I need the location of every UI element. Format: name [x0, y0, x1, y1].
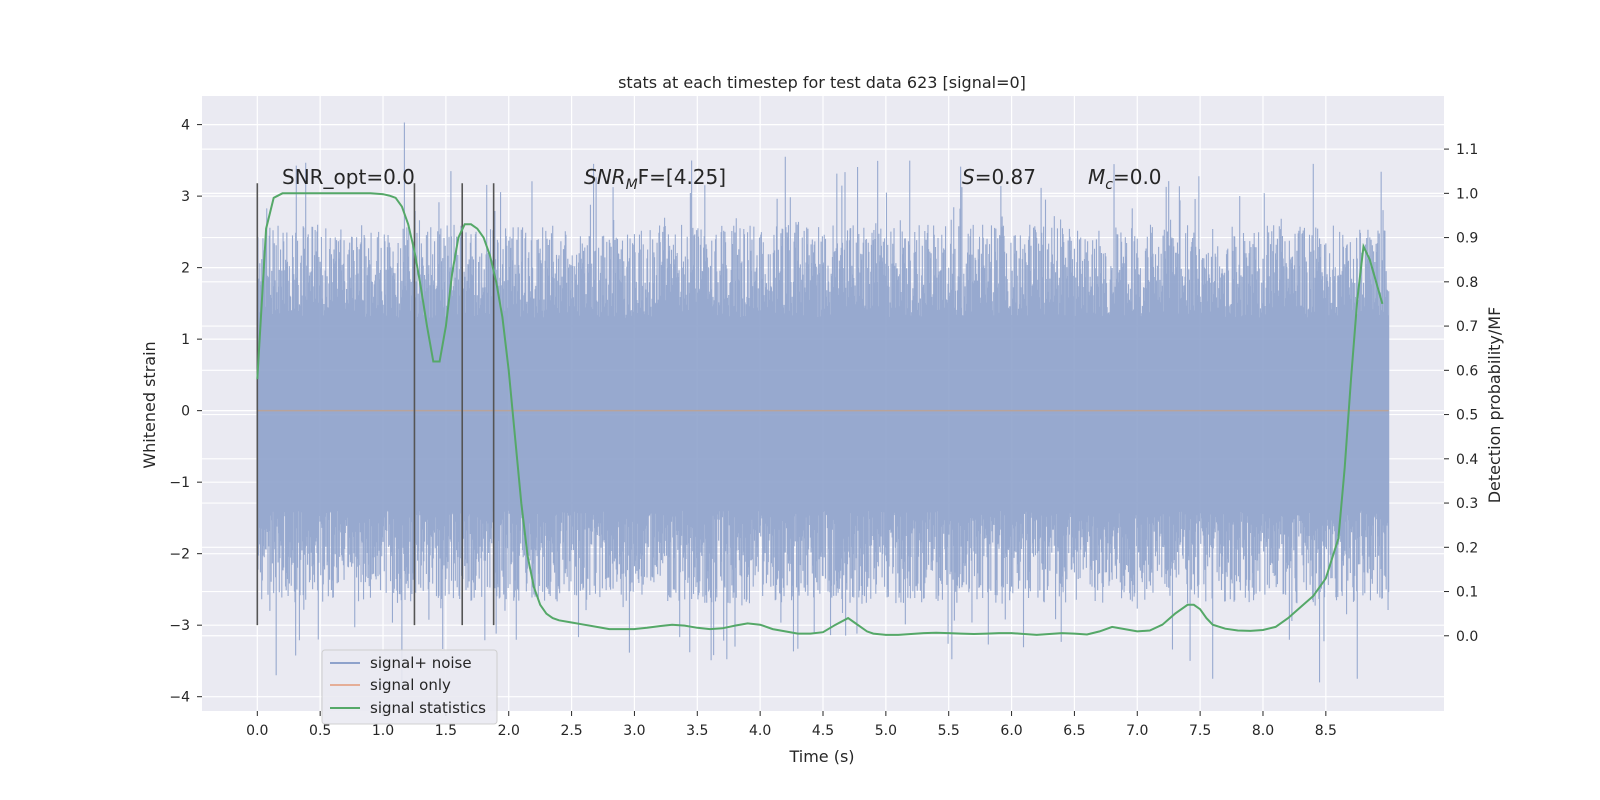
y-tick-label: 3: [181, 189, 190, 205]
legend-label-signal: signal only: [370, 676, 451, 694]
right-y-tick-label: 1.0: [1456, 186, 1478, 202]
x-tick-labels: 0.0 0.5 1.0 1.5 2.0 2.5 3.0 3.5 4.0 4.5 5.0 5.5 6.0 6…: [246, 711, 1337, 739]
snr-mf-rest: F=[4.25]: [638, 165, 726, 189]
annotation-snr-opt: SNR_opt=0.0: [282, 165, 415, 189]
s-value: =0.87: [975, 165, 1036, 189]
right-y-tick-label: 0.0: [1456, 629, 1478, 645]
right-y-tick-labels: 1.1 1.0 0.9 0.8 0.7 0.6 0.5 0.4 0.3 0.2 0.1 0.0: [1444, 142, 1478, 645]
mc-sub: c: [1105, 177, 1113, 193]
x-tick-label: 7.0: [1126, 723, 1148, 739]
s-name: S: [962, 165, 975, 189]
y-tick-label: −3: [169, 618, 190, 634]
right-y-tick-label: 0.1: [1456, 585, 1478, 601]
right-y-tick-label: 0.3: [1456, 496, 1478, 512]
x-tick-label: 7.5: [1189, 723, 1211, 739]
x-tick-label: 5.0: [875, 723, 897, 739]
y-tick-labels: 4 3 2 1 0 −1 −2 −3 −4: [169, 118, 202, 706]
x-tick-label: 0.5: [309, 723, 331, 739]
y-tick-label: 2: [181, 261, 190, 277]
right-y-tick-label: 0.6: [1456, 363, 1478, 379]
y-tick-label: −2: [169, 547, 190, 563]
x-tick-label: 4.0: [749, 723, 771, 739]
right-y-tick-label: 0.4: [1456, 452, 1478, 468]
x-tick-label: 1.5: [435, 723, 457, 739]
x-tick-label: 8.5: [1315, 723, 1337, 739]
x-tick-label: 3.0: [623, 723, 645, 739]
y-tick-label: 1: [181, 332, 190, 348]
x-tick-label: 5.5: [938, 723, 960, 739]
y-tick-label: −4: [169, 690, 190, 706]
annotation-s: S=0.87: [962, 165, 1036, 189]
x-tick-label: 0.0: [246, 723, 268, 739]
chart-title: stats at each timestep for test data 623…: [618, 73, 1026, 92]
x-axis-label: Time (s): [788, 747, 854, 766]
legend-label-noise: signal+ noise: [370, 654, 472, 672]
x-tick-label: 4.5: [812, 723, 834, 739]
y-tick-label: 4: [181, 118, 190, 134]
y-tick-label: 0: [181, 404, 190, 420]
x-tick-label: 6.5: [1063, 723, 1085, 739]
x-tick-label: 3.5: [686, 723, 708, 739]
x-tick-label: 8.0: [1252, 723, 1274, 739]
statistics-line: [256, 192, 1384, 636]
x-tick-label: 6.0: [1000, 723, 1022, 739]
y-axis-label: Whitened strain: [140, 341, 159, 468]
legend-label-statistics: signal statistics: [370, 699, 486, 717]
legend: signal+ noise signal only signal statist…: [321, 649, 498, 725]
x-tick-label: 2.0: [498, 723, 520, 739]
annotation-snr-mf: SNRMF=[4.25]: [584, 165, 726, 193]
right-y-axis-label: Detection probability/MF: [1485, 307, 1504, 504]
right-y-tick-label: 0.2: [1456, 540, 1478, 556]
right-y-tick-label: 0.5: [1456, 408, 1478, 424]
right-y-tick-label: 1.1: [1456, 142, 1478, 158]
y-tick-label: −1: [169, 475, 190, 491]
legend-box: [321, 649, 498, 725]
mc-value: =0.0: [1113, 165, 1162, 189]
mc-name: M: [1088, 165, 1105, 189]
right-y-tick-label: 0.8: [1456, 275, 1478, 291]
right-y-tick-label: 0.9: [1456, 231, 1478, 247]
marker-lines: [256, 183, 495, 626]
right-y-tick-label: 0.7: [1456, 319, 1478, 335]
snr-mf-sub: M: [626, 177, 638, 193]
x-tick-label: 2.5: [560, 723, 582, 739]
snr-mf-name: SNR: [584, 165, 626, 189]
statistics-series: [256, 192, 1384, 636]
x-tick-label: 1.0: [372, 723, 394, 739]
annotation-mc: Mc=0.0: [1088, 165, 1162, 193]
